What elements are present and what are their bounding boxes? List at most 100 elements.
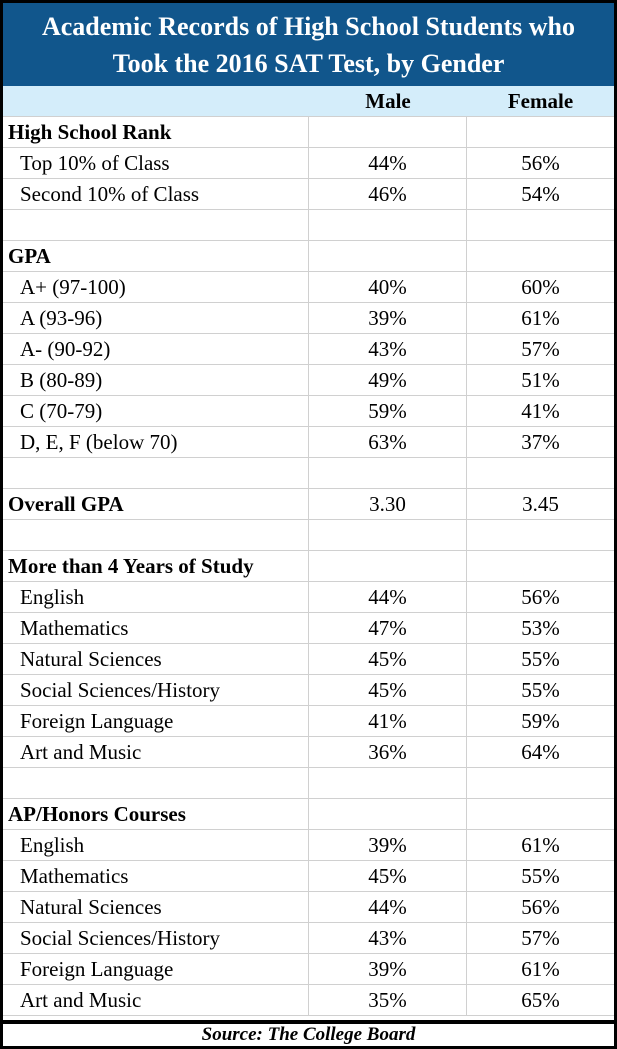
male-value: 40% xyxy=(309,272,467,302)
female-value: 64% xyxy=(521,739,560,764)
male-value: 49% xyxy=(309,365,467,395)
male-value: 44% xyxy=(309,582,467,612)
row-label: Second 10% of Class xyxy=(3,179,309,209)
male-value: 41% xyxy=(309,706,467,736)
female-value: 51% xyxy=(521,367,560,392)
female-value: 56% xyxy=(521,584,560,609)
table-row: D, E, F (below 70) 63% 37% xyxy=(3,427,614,458)
table-row: B (80-89) 49% 51% xyxy=(3,365,614,396)
male-value xyxy=(309,458,467,488)
male-value xyxy=(309,551,467,581)
table-row: C (70-79) 59% 41% xyxy=(3,396,614,427)
table-row xyxy=(3,210,614,241)
table-row: Art and Music 36% 64% xyxy=(3,737,614,768)
male-value: 45% xyxy=(309,675,467,705)
row-label: Mathematics xyxy=(3,861,309,891)
male-value xyxy=(309,799,467,829)
table-title: Academic Records of High School Students… xyxy=(3,3,614,86)
table-row: More than 4 Years of Study xyxy=(3,551,614,582)
title-line-2: Took the 2016 SAT Test, by Gender xyxy=(112,48,505,78)
male-value: 47% xyxy=(309,613,467,643)
male-value xyxy=(309,520,467,550)
female-value xyxy=(467,210,614,240)
row-label: GPA xyxy=(3,241,309,271)
row-label: Art and Music xyxy=(3,985,309,1015)
table-row: Natural Sciences 44% 56% xyxy=(3,892,614,923)
source-row: Source: The College Board xyxy=(3,1020,614,1046)
male-value: 36% xyxy=(309,737,467,767)
table-row: Top 10% of Class 44% 56% xyxy=(3,148,614,179)
row-label: D, E, F (below 70) xyxy=(3,427,309,457)
table-row: English 39% 61% xyxy=(3,830,614,861)
column-header-row: Male Female xyxy=(3,86,614,117)
table-row: Mathematics 47% 53% xyxy=(3,613,614,644)
male-value xyxy=(309,241,467,271)
female-value: 61% xyxy=(521,305,560,330)
row-label: High School Rank xyxy=(3,117,309,147)
row-label: Art and Music xyxy=(3,737,309,767)
male-value: 43% xyxy=(309,334,467,364)
table-row: English 44% 56% xyxy=(3,582,614,613)
female-value: 55% xyxy=(521,677,560,702)
male-value xyxy=(309,768,467,798)
male-value: 44% xyxy=(309,148,467,178)
row-label: A+ (97-100) xyxy=(3,272,309,302)
table-row xyxy=(3,520,614,551)
female-value: 59% xyxy=(521,708,560,733)
row-label: English xyxy=(3,582,309,612)
female-value: 60% xyxy=(521,274,560,299)
row-label: C (70-79) xyxy=(3,396,309,426)
table-row: Social Sciences/History 43% 57% xyxy=(3,923,614,954)
title-line-1: Academic Records of High School Students… xyxy=(41,11,575,41)
female-value: 57% xyxy=(521,925,560,950)
male-value: 43% xyxy=(309,923,467,953)
table-row: Social Sciences/History 45% 55% xyxy=(3,675,614,706)
row-label xyxy=(3,210,309,240)
table-row: Foreign Language 41% 59% xyxy=(3,706,614,737)
female-value xyxy=(467,117,614,147)
male-value: 3.30 xyxy=(309,489,467,519)
row-label: Social Sciences/History xyxy=(3,923,309,953)
table-row: A+ (97-100) 40% 60% xyxy=(3,272,614,303)
female-value: 61% xyxy=(521,956,560,981)
table-row: Natural Sciences 45% 55% xyxy=(3,644,614,675)
female-value: 37% xyxy=(521,429,560,454)
female-value xyxy=(467,241,614,271)
row-label: Foreign Language xyxy=(3,954,309,984)
row-label: Top 10% of Class xyxy=(3,148,309,178)
female-value: 3.45 xyxy=(522,491,559,516)
female-value: 55% xyxy=(521,646,560,671)
male-value: 39% xyxy=(309,303,467,333)
female-value: 54% xyxy=(521,181,560,206)
table-body: High School Rank Top 10% of Class 44% 56… xyxy=(3,117,614,1020)
table-row: Overall GPA 3.30 3.45 xyxy=(3,489,614,520)
male-value: 59% xyxy=(309,396,467,426)
male-value: 46% xyxy=(309,179,467,209)
row-label: Social Sciences/History xyxy=(3,675,309,705)
male-value: 35% xyxy=(309,985,467,1015)
table-row: A (93-96) 39% 61% xyxy=(3,303,614,334)
row-label: A- (90-92) xyxy=(3,334,309,364)
row-label: AP/Honors Courses xyxy=(3,799,309,829)
female-value: 56% xyxy=(521,894,560,919)
male-value xyxy=(309,117,467,147)
female-value: 53% xyxy=(521,615,560,640)
table-row: Mathematics 45% 55% xyxy=(3,861,614,892)
column-header-male: Male xyxy=(365,88,411,113)
row-label: Mathematics xyxy=(3,613,309,643)
female-value: 41% xyxy=(521,398,560,423)
female-value xyxy=(467,799,614,829)
female-value: 57% xyxy=(521,336,560,361)
row-label: Overall GPA xyxy=(3,489,309,519)
female-value: 55% xyxy=(521,863,560,888)
table-row xyxy=(3,768,614,799)
female-value xyxy=(467,551,614,581)
source-text: Source: The College Board xyxy=(201,1024,416,1045)
column-header-label xyxy=(3,86,309,116)
row-label: Natural Sciences xyxy=(3,644,309,674)
female-value xyxy=(467,520,614,550)
row-label: More than 4 Years of Study xyxy=(3,551,309,581)
row-label: English xyxy=(3,830,309,860)
female-value: 65% xyxy=(521,987,560,1012)
